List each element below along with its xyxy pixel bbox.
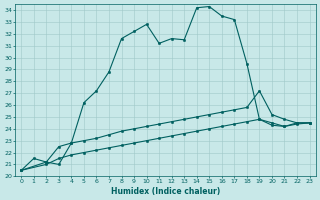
X-axis label: Humidex (Indice chaleur): Humidex (Indice chaleur) — [111, 187, 220, 196]
